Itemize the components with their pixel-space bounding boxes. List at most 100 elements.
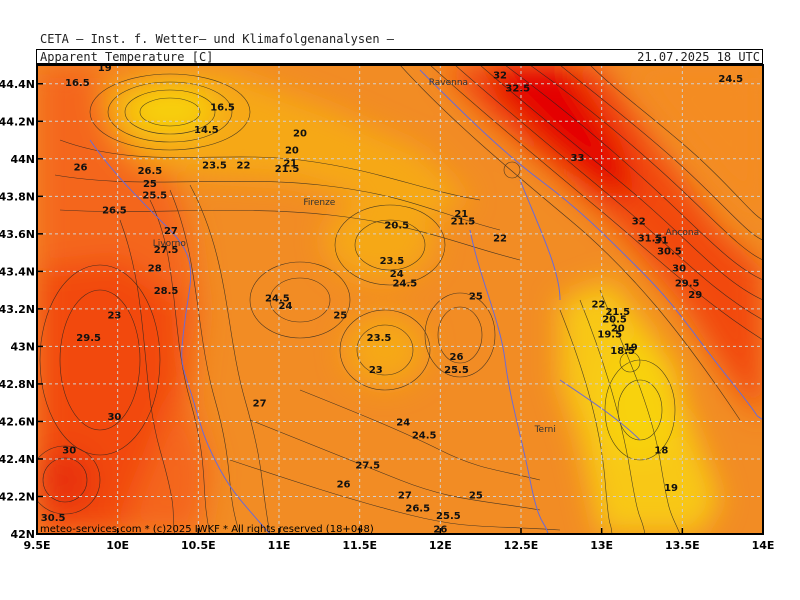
contour-value-label: 21.5 [275, 164, 300, 175]
contour-value-label: 24 [396, 417, 410, 428]
contour-value-label: 21 [454, 209, 468, 220]
contour-value-label: 25.5 [444, 365, 469, 376]
contour-value-label: 31.5 [638, 234, 663, 245]
contour-value-label: 33 [571, 153, 585, 164]
contour-value-label: 26.5 [102, 205, 127, 216]
contour-value-label: 26.5 [138, 166, 163, 177]
contour-value-label: 30 [107, 412, 121, 423]
sea-ne-area [620, 65, 763, 230]
contour-value-label: 24 [390, 269, 404, 280]
contour-value-label: 23.5 [380, 256, 405, 267]
x-tick-label: 13E [590, 539, 613, 552]
y-tick-label: 42.6N [0, 415, 35, 428]
hot-spot-sw [37, 450, 95, 510]
contour-value-label: 25 [333, 311, 347, 322]
contour-value-label: 30.5 [657, 247, 682, 258]
contour-value-label: 24.5 [265, 294, 290, 305]
contour-value-label: 24.5 [392, 279, 417, 290]
contour-value-label: 18.5 [610, 346, 635, 357]
x-tick-label: 14E [752, 539, 775, 552]
city-label: Ancona [666, 228, 700, 238]
contour-value-label: 19 [664, 483, 678, 494]
contour-value-label: 24 [278, 301, 292, 312]
contour-value-label: 20 [611, 324, 625, 335]
contour-value-label: 16.5 [65, 78, 90, 89]
x-tick-label: 12E [429, 539, 452, 552]
header-title: CETA — Inst. f. Wetter— und Klimafolgena… [40, 32, 395, 46]
contour-value-label: 27 [398, 491, 412, 502]
lat-lon-grid [37, 65, 763, 534]
y-tick-label: 44N [10, 153, 35, 166]
contour-value-label: 29.5 [76, 333, 101, 344]
contour-value-label: 28 [148, 264, 162, 275]
contour-value-label: 20.5 [602, 314, 627, 325]
contour-value-label: 22 [591, 299, 605, 310]
contour-value-label: 20 [285, 145, 299, 156]
contour-value-label: 32 [632, 217, 646, 228]
y-tick-label: 42.8N [0, 378, 35, 391]
contour-value-label: 19 [98, 63, 112, 74]
contour-value-label: 30 [62, 446, 76, 457]
contour-value-label: 19.5 [597, 329, 622, 340]
contour-value-label: 20 [293, 129, 307, 140]
y-tick-label: 43.4N [0, 265, 35, 278]
city-label: Terni [534, 425, 556, 435]
contour-value-label: 25 [143, 179, 157, 190]
x-tick-label: 10E [106, 539, 129, 552]
contour-value-label: 25 [469, 292, 483, 303]
contour-value-label: 32.5 [505, 84, 530, 95]
y-tick-label: 42.4N [0, 453, 35, 466]
contour-value-label: 27 [253, 399, 267, 410]
contour-value-label: 26.5 [405, 504, 430, 515]
contour-value-label: 32 [493, 70, 507, 81]
contour-value-label: 19 [624, 342, 638, 353]
contour-value-label: 26 [337, 479, 351, 490]
contour-value-label: 23 [369, 365, 383, 376]
x-tick-label: 10.5E [181, 539, 216, 552]
contour-value-label: 30 [672, 264, 686, 275]
y-tick-label: 43.6N [0, 228, 35, 241]
central-cool-area [325, 200, 435, 280]
contour-value-label: 21 [283, 159, 297, 170]
city-label: Livorno [153, 239, 187, 249]
contour-value-label: 23.5 [202, 160, 227, 171]
y-tick-label: 44.4N [0, 78, 35, 91]
x-tick-label: 12.5E [504, 539, 539, 552]
contour-value-label: 21.5 [451, 217, 476, 228]
city-label-layer: Ravenna Firenze Livorno Ancona Terni [153, 78, 699, 435]
contour-value-label: 16.5 [210, 102, 235, 113]
contour-value-label: 29.5 [675, 279, 700, 290]
contour-value-label: 22 [493, 234, 507, 245]
contour-value-label: 29 [688, 290, 702, 301]
y-tick-label: 42N [10, 528, 35, 541]
cold-spot-east [600, 340, 680, 460]
contour-value-label: 14.5 [194, 125, 219, 136]
contour-value-label: 25 [469, 491, 483, 502]
y-tick-label: 43.8N [0, 190, 35, 203]
header-box [36, 49, 763, 64]
contour-value-label: 28.5 [154, 286, 179, 297]
y-tick-label: 43.2N [0, 303, 35, 316]
contour-value-label: 25.5 [142, 190, 167, 201]
coastlines-borders [89, 69, 763, 534]
contour-value-label: 23.5 [367, 333, 392, 344]
contour-value-label: 25.5 [436, 511, 461, 522]
header-parameter: Apparent Temperature [C] [40, 50, 214, 64]
y-tick-label: 42.2N [0, 490, 35, 503]
map-frame [36, 64, 764, 535]
axis-ticks [36, 83, 764, 535]
contour-lines [37, 65, 763, 534]
city-label: Ravenna [429, 78, 468, 88]
contour-value-label: 24.5 [412, 431, 437, 442]
credit-text: meteo-services.com * (c)2025 IWKF * All … [40, 524, 374, 535]
x-tick-label: 13.5E [665, 539, 700, 552]
x-tick-label: 9.5E [23, 539, 50, 552]
y-tick-label: 44.2N [0, 115, 35, 128]
contour-value-label: 26 [450, 352, 464, 363]
contour-value-label: 27.5 [355, 461, 380, 472]
contour-value-label: 30.5 [41, 513, 66, 524]
contour-value-label: 21.5 [605, 307, 630, 318]
contour-value-label: 23 [107, 311, 121, 322]
